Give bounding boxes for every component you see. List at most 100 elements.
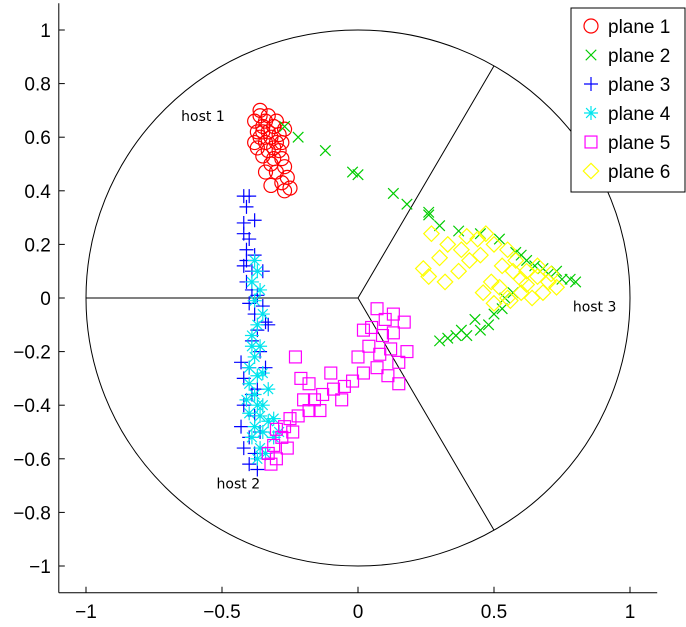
data-point xyxy=(564,273,576,285)
data-point xyxy=(507,251,525,270)
data-point xyxy=(362,339,376,353)
data-point xyxy=(324,366,338,380)
data-point xyxy=(236,258,251,273)
data-point xyxy=(423,209,435,221)
point-mark xyxy=(386,307,400,321)
point-mark xyxy=(482,273,500,291)
point-mark xyxy=(420,268,438,286)
point-mark xyxy=(292,131,304,143)
series-plane-4 xyxy=(239,253,287,466)
point-mark xyxy=(261,414,276,429)
data-point xyxy=(381,369,395,383)
data-point xyxy=(242,232,257,247)
series-plane-6 xyxy=(414,225,566,312)
point-mark xyxy=(450,262,468,280)
data-point xyxy=(375,328,390,343)
data-point xyxy=(556,273,568,285)
annotation-host-1: host 1 xyxy=(181,109,225,125)
point-mark xyxy=(455,324,468,336)
legend-label: plane 3 xyxy=(608,75,670,96)
data-point xyxy=(528,268,547,286)
point-mark xyxy=(583,18,599,34)
data-point xyxy=(239,392,254,407)
data-point xyxy=(392,355,406,369)
data-point xyxy=(280,441,294,455)
legend-marker xyxy=(585,49,597,61)
data-point xyxy=(485,294,503,312)
point-mark xyxy=(264,457,278,471)
point-mark xyxy=(548,278,566,296)
point-mark xyxy=(250,288,265,303)
axes: −1 −0.5 0 0.5 1 −1 −0.8 −0.6 −0.4 −0.2 0 0.2 0.4 0.6 0… xyxy=(13,3,658,623)
legend-label: plane 4 xyxy=(608,104,671,125)
data-point xyxy=(263,156,279,172)
data-point xyxy=(302,377,316,391)
x-tick-label: −1 xyxy=(75,602,97,623)
point-mark xyxy=(258,360,273,375)
point-mark xyxy=(501,292,519,310)
data-point xyxy=(236,398,251,413)
data-point xyxy=(433,219,446,232)
data-point xyxy=(276,183,293,199)
point-mark xyxy=(477,225,495,243)
data-point xyxy=(452,241,470,259)
point-mark xyxy=(291,409,305,423)
point-mark xyxy=(236,226,251,241)
y-tick-label: −0.6 xyxy=(13,450,51,471)
data-point xyxy=(433,335,446,347)
point-mark xyxy=(266,411,281,426)
point-mark xyxy=(276,159,293,175)
point-mark xyxy=(297,393,311,407)
data-point xyxy=(236,371,251,386)
y-tick-label: 0.8 xyxy=(24,75,50,96)
point-mark xyxy=(247,349,262,364)
point-mark xyxy=(474,284,492,302)
point-mark xyxy=(569,276,582,288)
data-point xyxy=(351,350,365,364)
point-mark xyxy=(386,326,400,340)
data-point xyxy=(266,411,281,426)
data-point xyxy=(326,382,341,396)
data-point xyxy=(401,198,413,210)
point-mark xyxy=(260,108,276,124)
point-mark xyxy=(518,276,536,294)
point-mark xyxy=(274,175,290,191)
point-mark xyxy=(493,233,506,245)
point-mark xyxy=(242,189,257,204)
point-mark xyxy=(242,457,257,472)
data-point xyxy=(387,187,400,200)
point-mark xyxy=(313,404,327,418)
data-point xyxy=(400,345,414,359)
data-point xyxy=(534,284,552,302)
series-plane-5 xyxy=(261,302,414,471)
data-point xyxy=(471,246,489,264)
data-point xyxy=(422,225,440,243)
data-point xyxy=(370,361,384,375)
data-point xyxy=(292,131,304,143)
point-mark xyxy=(556,273,568,285)
data-point xyxy=(255,425,270,439)
data-point xyxy=(469,230,487,248)
data-point xyxy=(252,108,268,124)
data-point xyxy=(274,175,290,191)
point-mark xyxy=(423,209,435,221)
data-point xyxy=(236,441,251,456)
data-point xyxy=(450,262,468,280)
data-point xyxy=(297,393,311,407)
point-mark xyxy=(528,257,547,275)
data-point xyxy=(258,360,273,375)
data-point xyxy=(242,189,257,204)
data-point xyxy=(423,206,435,218)
point-mark xyxy=(242,376,257,391)
y-tick-label: 0.6 xyxy=(24,128,50,149)
data-point xyxy=(250,317,265,332)
legend-marker xyxy=(584,77,598,91)
point-mark xyxy=(278,120,291,133)
point-mark xyxy=(584,106,598,120)
data-point xyxy=(542,265,560,283)
point-mark xyxy=(236,258,251,273)
series-plane-2 xyxy=(278,120,582,347)
point-mark xyxy=(469,230,487,248)
data-point xyxy=(239,199,254,214)
point-mark xyxy=(584,77,598,91)
